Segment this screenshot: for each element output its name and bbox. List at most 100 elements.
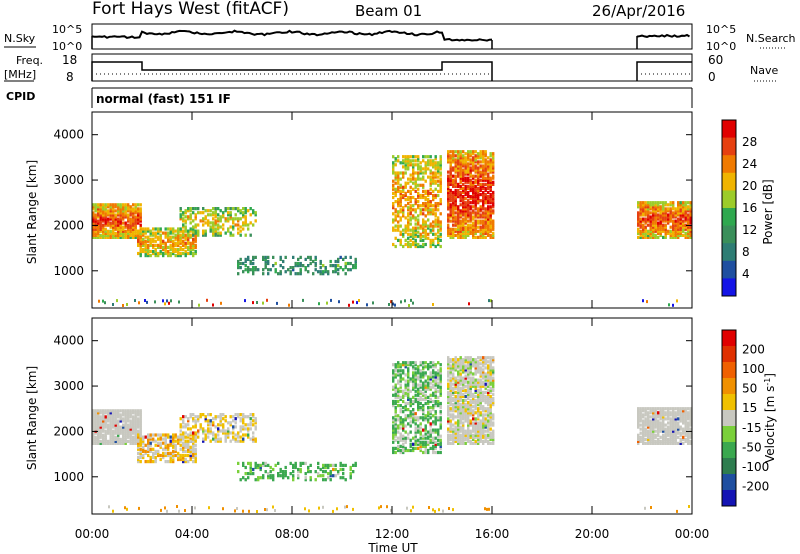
velocity-cells-cell <box>414 434 417 438</box>
velocity-cells-cell <box>219 419 222 423</box>
velocity-cells-cell <box>427 418 430 422</box>
power-cells-cell <box>139 223 142 227</box>
velocity-cells-cell <box>99 427 102 431</box>
velocity-cells-cell <box>664 433 667 437</box>
power-cells-cell <box>407 212 410 216</box>
velocity-cells-cell <box>189 447 192 451</box>
velocity-cells-cell <box>392 420 395 424</box>
velocity-cells-cell <box>477 427 480 431</box>
velocity-cells-cell <box>422 391 425 395</box>
y-tick-label: 3000 <box>53 173 84 187</box>
velocity-cells-cell <box>124 421 127 425</box>
velocity-cells-cell <box>97 417 100 421</box>
velocity-cells-cell <box>424 432 427 436</box>
velocity-cells-cell <box>114 435 117 439</box>
velocity-cells-cell <box>307 470 310 474</box>
velocity-cells-cell <box>674 433 677 437</box>
velocity-cells-cell <box>214 425 217 429</box>
power-cells-cell <box>449 180 452 184</box>
velocity-cells-cell <box>672 437 675 441</box>
power-cells-cell <box>669 231 672 235</box>
power-cells-cell <box>477 160 480 164</box>
velocity-cells-cell <box>469 433 472 437</box>
power-cells-cell <box>679 209 682 213</box>
power-cells-cell <box>687 229 690 233</box>
power-cells-cell <box>187 233 190 237</box>
power-cells-cell <box>187 251 190 256</box>
velocity-cells-cell <box>647 439 650 443</box>
power-colorbar-swatch <box>722 260 736 279</box>
power-cells-cell <box>644 201 647 205</box>
power-cells-cell <box>649 215 652 219</box>
velocity-cells-cell <box>469 358 472 362</box>
velocity-cells-cell <box>124 417 127 421</box>
velocity-cells-cell <box>662 439 665 443</box>
velocity-cells-cell <box>117 419 120 423</box>
power-cells-cell <box>452 209 455 213</box>
power-cells-cell <box>207 223 210 227</box>
velocity-cells-cell <box>162 441 165 445</box>
velocity-cells-cell <box>457 433 460 437</box>
power-cells-cell <box>427 206 430 210</box>
power-cells-cell <box>322 264 325 268</box>
power-cells-cell <box>489 170 492 174</box>
velocity-cells-cell <box>97 433 100 437</box>
power-cells-cell <box>682 211 685 215</box>
velocity-cells-cell <box>137 417 140 421</box>
power-cells-cell <box>479 154 482 158</box>
velocity-cells-cell <box>92 415 95 419</box>
velocity-cells-cell <box>174 447 177 451</box>
power-cells-cell <box>647 219 650 223</box>
power-cells-cell <box>672 225 675 229</box>
velocity-cells-cell <box>454 356 457 360</box>
power-cells-cell <box>487 180 490 184</box>
velocity-cells-cell <box>432 404 435 408</box>
power-cells-cell <box>484 178 487 182</box>
velocity-cells-cell <box>447 427 450 431</box>
power-cells-ground-scatter <box>144 299 146 302</box>
velocity-cells-cell <box>132 431 135 435</box>
power-cells-cell <box>422 230 425 234</box>
power-cells-cell <box>157 245 160 249</box>
velocity-cells-cell <box>467 413 470 417</box>
power-cells-cell <box>457 223 460 227</box>
power-cells-cell <box>492 233 495 237</box>
power-cells-cell <box>479 156 482 160</box>
power-cells-cell <box>399 232 402 236</box>
velocity-cells-cell <box>477 394 480 399</box>
velocity-cells-cell <box>662 425 665 429</box>
velocity-cells-cell <box>449 401 452 405</box>
velocity-cells-cell <box>452 390 455 394</box>
velocity-cells-cell <box>489 441 492 445</box>
velocity-cells-cell <box>479 380 482 384</box>
power-cells-cell <box>447 215 450 219</box>
velocity-cells-cell <box>452 396 455 401</box>
power-cells-cell <box>642 219 645 223</box>
velocity-cells-cell <box>439 391 442 395</box>
velocity-cells-cell <box>402 399 405 404</box>
velocity-cells-cell <box>119 419 122 423</box>
velocity-cells-cell <box>184 431 187 435</box>
velocity-cells-cell <box>172 437 175 441</box>
power-cells-cell <box>109 221 112 225</box>
velocity-cells-cell <box>684 439 687 443</box>
velocity-cells-cell <box>192 455 195 460</box>
power-cells-cell <box>429 181 432 185</box>
power-cells-cell <box>114 213 117 217</box>
power-cells-cell <box>394 208 397 212</box>
velocity-cells-cell <box>422 412 425 416</box>
velocity-cells-cell <box>397 381 400 385</box>
velocity-cells-cell <box>464 360 467 364</box>
power-cells-cell <box>659 219 662 223</box>
power-cells-cell <box>209 229 212 233</box>
power-cells-cell <box>192 239 195 243</box>
power-cells-cell <box>239 257 242 261</box>
power-cells-cell <box>267 255 270 259</box>
power-cells-cell <box>657 235 660 239</box>
velocity-cells-cell <box>449 360 452 364</box>
velocity-cells-ground-scatter <box>432 508 434 512</box>
velocity-cells-cell <box>449 384 452 388</box>
velocity-cells-cell <box>649 441 652 445</box>
velocity-cells-cell <box>417 399 420 404</box>
power-cells-cell <box>419 169 422 173</box>
